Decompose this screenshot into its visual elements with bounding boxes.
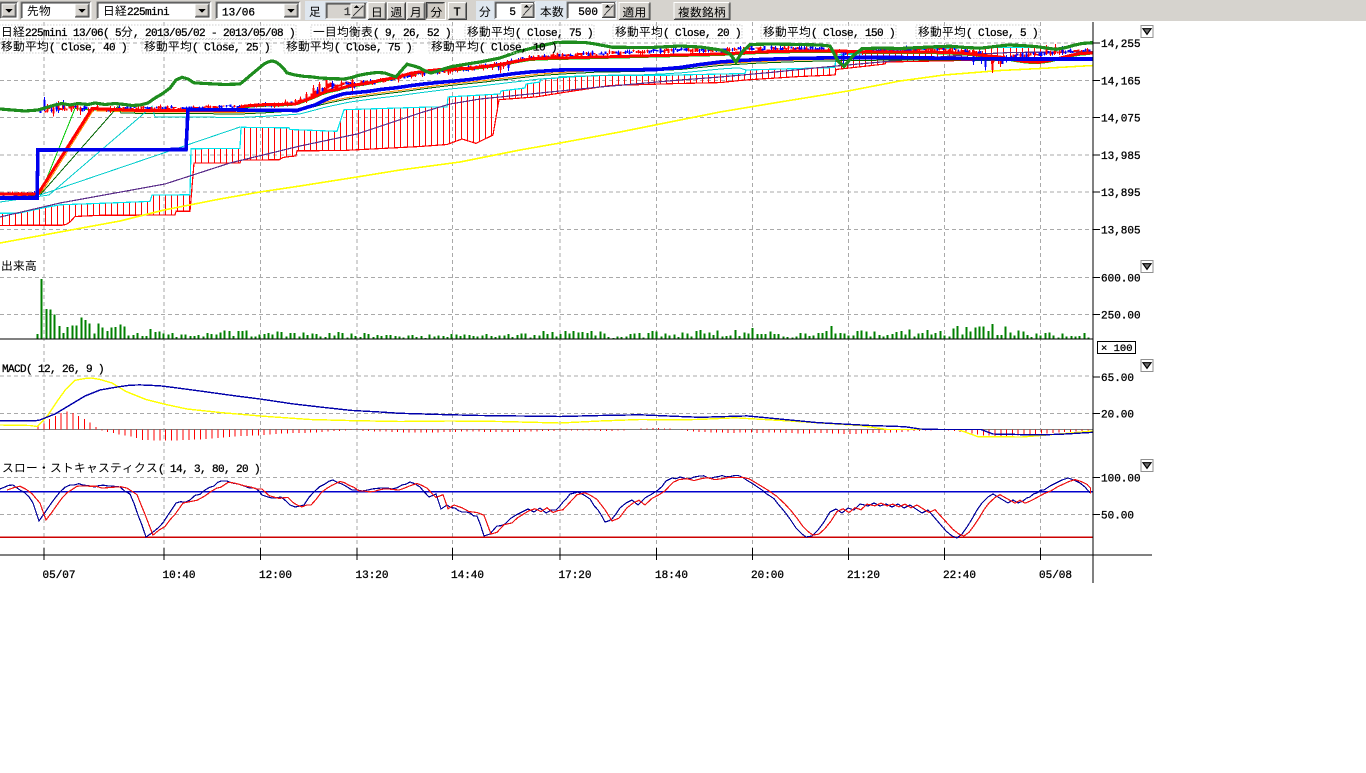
svg-text:14:40: 14:40 xyxy=(451,570,484,582)
svg-text:( 9, 26, 52 ): ( 9, 26, 52 ) xyxy=(373,28,451,40)
svg-text:22:40: 22:40 xyxy=(943,570,976,582)
svg-text:14,165: 14,165 xyxy=(1101,76,1141,88)
svg-text:05/07: 05/07 xyxy=(43,570,76,582)
svg-text:5: 5 xyxy=(509,7,516,19)
svg-text:05/08: 05/08 xyxy=(1039,570,1072,582)
svg-text:14,075: 14,075 xyxy=(1101,114,1141,126)
svg-text:20.00: 20.00 xyxy=(1101,410,1134,422)
svg-text:( Close, 75 ): ( Close, 75 ) xyxy=(334,43,412,55)
svg-text:× 100: × 100 xyxy=(1101,343,1133,355)
svg-text:, 2013/05/02 - 2013/05/08 ): , 2013/05/02 - 2013/05/08 ) xyxy=(133,28,295,40)
svg-text:( Close, 5 ): ( Close, 5 ) xyxy=(966,28,1038,40)
svg-text:21:20: 21:20 xyxy=(847,570,880,582)
svg-text:500: 500 xyxy=(578,7,598,19)
svg-text:( Close, 25 ): ( Close, 25 ) xyxy=(192,43,270,55)
svg-text:T: T xyxy=(454,6,461,20)
svg-text:225mini 13/06( 5: 225mini 13/06( 5 xyxy=(25,28,121,40)
svg-text:( Close, 150 ): ( Close, 150 ) xyxy=(811,28,895,40)
svg-text:10:40: 10:40 xyxy=(163,570,196,582)
svg-text:1: 1 xyxy=(344,7,351,19)
svg-text:13,805: 13,805 xyxy=(1101,226,1141,238)
svg-text:14,255: 14,255 xyxy=(1101,39,1141,51)
svg-text:18:40: 18:40 xyxy=(655,570,688,582)
svg-text:100.00: 100.00 xyxy=(1101,473,1141,485)
svg-text:13:20: 13:20 xyxy=(356,570,389,582)
svg-text:20:00: 20:00 xyxy=(751,570,784,582)
svg-text:( Close, 75 ): ( Close, 75 ) xyxy=(515,28,593,40)
svg-text:13,895: 13,895 xyxy=(1101,188,1141,200)
svg-text:( Close, 40 ): ( Close, 40 ) xyxy=(49,43,127,55)
svg-text:13,985: 13,985 xyxy=(1101,151,1141,163)
svg-text:MACD( 12, 26, 9 ): MACD( 12, 26, 9 ) xyxy=(2,364,104,376)
svg-text:225mini: 225mini xyxy=(127,7,170,19)
svg-text:250.00: 250.00 xyxy=(1101,311,1141,323)
svg-text:50.00: 50.00 xyxy=(1101,511,1134,523)
svg-text:600.00: 600.00 xyxy=(1101,273,1141,285)
svg-text:( Close, 20 ): ( Close, 20 ) xyxy=(663,28,741,40)
svg-text:13/06: 13/06 xyxy=(222,8,255,20)
svg-text:12:00: 12:00 xyxy=(259,570,292,582)
svg-text:65.00: 65.00 xyxy=(1101,373,1134,385)
svg-text:( 14, 3, 80, 20 ): ( 14, 3, 80, 20 ) xyxy=(158,464,260,476)
svg-text:17:20: 17:20 xyxy=(559,570,592,582)
svg-text:( Close, 10 ): ( Close, 10 ) xyxy=(479,43,557,55)
